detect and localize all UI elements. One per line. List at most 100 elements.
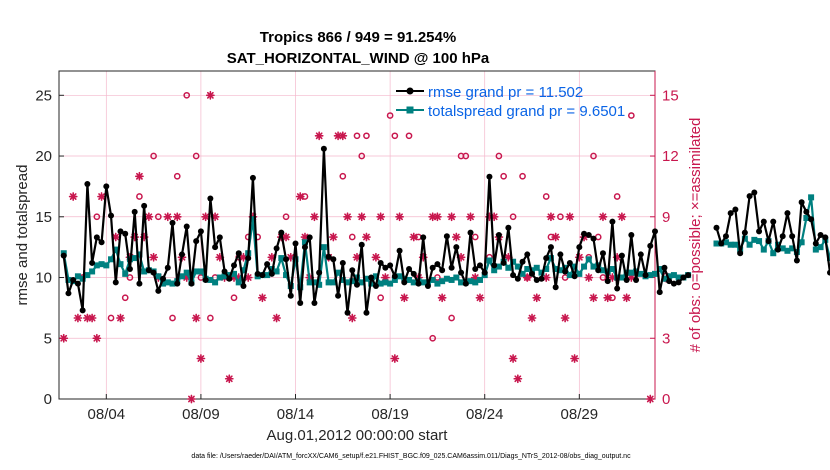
spread-point xyxy=(576,270,583,277)
rmse-point xyxy=(424,283,431,290)
x-tick-label: 08/19 xyxy=(371,406,409,423)
spread-point xyxy=(396,273,403,280)
spread-point xyxy=(670,272,677,279)
obs-assimilated-marker xyxy=(135,171,144,181)
obs-possible-marker xyxy=(405,132,413,140)
rmse-point xyxy=(680,274,687,281)
obs-possible-marker xyxy=(348,233,356,241)
spread-point xyxy=(448,276,455,283)
rmse-point xyxy=(349,267,356,274)
obs-assimilated-marker xyxy=(560,313,570,323)
rmse-point xyxy=(377,259,384,266)
rmse-point xyxy=(718,240,725,247)
rmse-point xyxy=(732,206,739,213)
spread-point xyxy=(524,266,531,273)
spread-point xyxy=(538,269,545,276)
spread-point xyxy=(226,272,233,279)
obs-possible-marker xyxy=(448,314,455,322)
obs-possible-marker xyxy=(230,294,238,302)
spread-point xyxy=(273,268,280,275)
rmse-point xyxy=(510,272,517,279)
rmse-point xyxy=(642,272,649,279)
rmse-point xyxy=(93,234,100,241)
obs-assimilated-marker xyxy=(163,212,173,222)
rmse-point xyxy=(231,262,238,269)
rmse-point xyxy=(566,259,573,266)
obs-assimilated-marker xyxy=(272,313,281,323)
rmse-point xyxy=(614,285,621,292)
rmse-point xyxy=(160,275,167,282)
spread-point xyxy=(320,244,327,251)
rmse-point xyxy=(74,280,81,287)
spread-point xyxy=(160,280,167,287)
rmse-point xyxy=(458,269,465,276)
rmse-point xyxy=(103,183,110,190)
obs-possible-marker xyxy=(557,213,564,221)
spread-point xyxy=(108,256,115,263)
rmse-point xyxy=(628,232,635,238)
rmse-point xyxy=(476,262,483,269)
plot-frame xyxy=(58,70,656,400)
spread-point xyxy=(212,279,219,286)
spread-point xyxy=(79,275,86,282)
x-tick-label: 08/09 xyxy=(182,406,220,423)
legend-rmse-marker xyxy=(406,87,414,95)
spread-point xyxy=(784,247,791,254)
obs-assimilated-marker xyxy=(224,374,234,384)
spread-point xyxy=(131,255,138,262)
spread-point xyxy=(491,267,498,274)
rmse-point xyxy=(126,266,133,273)
rmse-point xyxy=(354,281,360,288)
spread-point xyxy=(112,246,119,253)
spread-point xyxy=(495,263,502,270)
rmse-point xyxy=(141,202,148,209)
rmse-point xyxy=(193,238,200,245)
spread-point xyxy=(566,272,573,279)
rmse-point xyxy=(287,292,294,299)
spread-point xyxy=(65,276,72,283)
y-right-tick-label: 12 xyxy=(662,148,679,165)
rmse-point xyxy=(245,255,252,262)
spread-point xyxy=(779,245,786,252)
rmse-point xyxy=(713,224,720,231)
rmse-point xyxy=(89,259,96,266)
rmse-point xyxy=(136,280,143,287)
rmse-point xyxy=(547,244,554,251)
rmse-point xyxy=(188,280,195,287)
spread-point xyxy=(306,279,313,286)
spread-point xyxy=(732,241,739,248)
obs-assimilated-marker xyxy=(622,293,632,303)
spread-point xyxy=(311,279,318,286)
obs-possible-marker xyxy=(107,314,115,322)
rmse-point xyxy=(637,251,644,258)
rmse-point xyxy=(60,252,67,259)
rmse-point xyxy=(259,272,266,279)
rmse-point xyxy=(633,276,640,283)
rmse-point xyxy=(434,261,441,268)
rmse-point xyxy=(741,229,748,236)
obs-assimilated-marker xyxy=(541,273,551,282)
rmse-point xyxy=(524,251,531,258)
spread-point xyxy=(216,274,223,281)
rmse-point xyxy=(155,287,162,294)
spread-point xyxy=(283,272,290,279)
spread-point xyxy=(98,261,105,268)
spread-point xyxy=(741,235,748,242)
rmse-point xyxy=(666,278,673,285)
spread-point xyxy=(453,274,460,281)
obs-assimilated-marker xyxy=(565,212,575,222)
spread-point xyxy=(292,256,299,263)
legend: rmse grand pr = 11.502 totalspread grand… xyxy=(396,84,625,120)
spread-point xyxy=(609,266,616,273)
obs-assimilated-marker xyxy=(546,212,556,222)
rmse-point xyxy=(453,244,460,251)
rmse-point xyxy=(495,232,502,238)
obs-possible-marker xyxy=(391,132,399,140)
obs-assimilated-marker xyxy=(371,252,381,262)
rmse-point xyxy=(462,280,469,287)
rmse-point xyxy=(301,244,308,251)
rmse-point xyxy=(406,266,413,273)
spread-point xyxy=(164,279,171,286)
obs-possible-marker xyxy=(192,152,200,160)
